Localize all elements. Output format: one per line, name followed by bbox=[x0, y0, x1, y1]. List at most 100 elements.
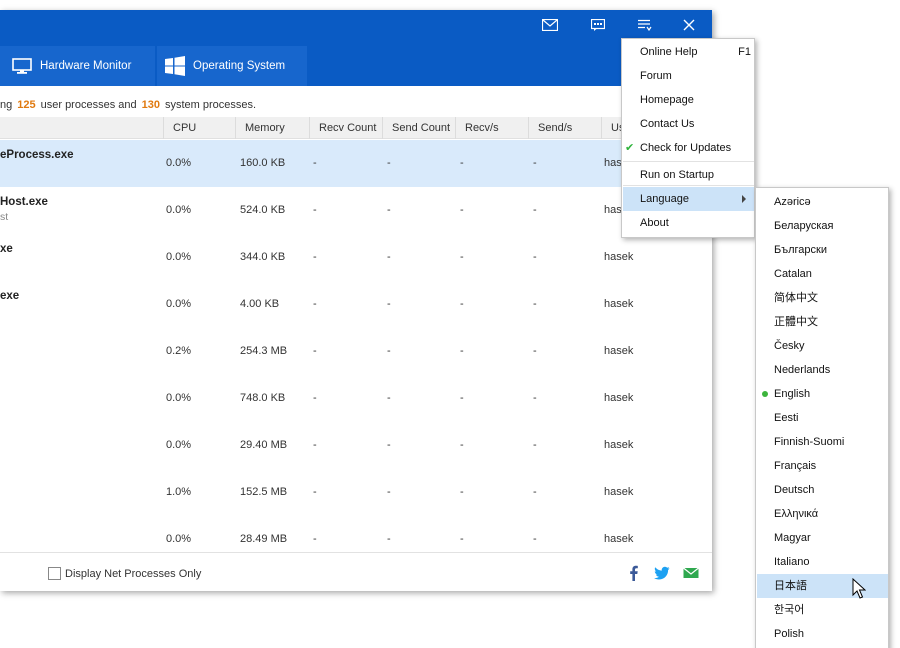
language-item[interactable]: Catalan bbox=[757, 262, 888, 286]
feedback-button[interactable] bbox=[584, 14, 612, 36]
checkbox-box[interactable] bbox=[48, 567, 61, 580]
recv-count-cell: - bbox=[313, 204, 317, 216]
summary-prefix: ng bbox=[0, 99, 13, 111]
close-button[interactable] bbox=[675, 14, 703, 36]
language-item[interactable]: Български bbox=[757, 238, 888, 262]
language-item[interactable]: 한국어 bbox=[757, 598, 888, 622]
check-icon: ✔ bbox=[625, 142, 635, 154]
cpu-cell: 0.2% bbox=[166, 345, 192, 357]
menu-item-language[interactable]: Language bbox=[623, 187, 754, 211]
user-cell: hasek bbox=[604, 345, 634, 357]
language-item[interactable]: Magyar bbox=[757, 526, 888, 550]
send-rate-cell: - bbox=[533, 251, 537, 263]
recv-count-cell: - bbox=[313, 439, 317, 451]
tab-hardware-monitor[interactable]: Hardware Monitor bbox=[0, 46, 155, 86]
menu-item-check-for-updates[interactable]: ✔ Check for Updates bbox=[623, 136, 754, 160]
traffic-monitor-window: Hardware Monitor Operating System ng 125 u… bbox=[0, 10, 712, 591]
column-send-count[interactable]: Send Count bbox=[382, 117, 455, 139]
language-label: Ελληνικά bbox=[774, 508, 819, 520]
language-item[interactable]: Azəricə bbox=[757, 190, 888, 214]
mail-share-button[interactable] bbox=[683, 565, 699, 581]
language-item[interactable]: Nederlands bbox=[757, 358, 888, 382]
language-item[interactable]: 日本語 bbox=[757, 574, 888, 598]
cpu-cell: 0.0% bbox=[166, 392, 192, 404]
column-recv-count[interactable]: Recv Count bbox=[309, 117, 382, 139]
user-cell: hasek bbox=[604, 486, 634, 498]
monitor-icon bbox=[12, 57, 32, 75]
language-item[interactable]: 简体中文 bbox=[757, 286, 888, 310]
memory-cell: 748.0 KB bbox=[240, 392, 286, 404]
send-rate-cell: - bbox=[533, 345, 537, 357]
send-count-cell: - bbox=[387, 298, 391, 310]
language-item[interactable]: Česky bbox=[757, 334, 888, 358]
send-count-cell: - bbox=[387, 533, 391, 545]
language-label: Magyar bbox=[774, 532, 811, 544]
menu-item-contact-us[interactable]: Contact Us bbox=[623, 112, 754, 136]
menu-item-about[interactable]: About bbox=[623, 211, 754, 235]
language-item[interactable]: English bbox=[757, 382, 888, 406]
language-item[interactable]: Ελληνικά bbox=[757, 502, 888, 526]
recv-count-cell: - bbox=[313, 392, 317, 404]
recv-rate-cell: - bbox=[460, 486, 464, 498]
table-row[interactable]: exe 0.0% 4.00 KB - - - - hasek bbox=[0, 281, 712, 328]
language-item[interactable]: Finnish-Suomi bbox=[757, 430, 888, 454]
user-process-count: 125 bbox=[17, 99, 36, 111]
mail-button[interactable] bbox=[536, 14, 564, 36]
process-name: xe bbox=[0, 243, 13, 255]
column-cpu[interactable]: CPU bbox=[163, 117, 235, 139]
title-bar: Hardware Monitor Operating System bbox=[0, 10, 712, 86]
cpu-cell: 1.0% bbox=[166, 486, 192, 498]
send-count-cell: - bbox=[387, 157, 391, 169]
column-recv-rate[interactable]: Recv/s bbox=[455, 117, 528, 139]
recv-rate-cell: - bbox=[460, 204, 464, 216]
recv-rate-cell: - bbox=[460, 157, 464, 169]
memory-cell: 29.40 MB bbox=[240, 439, 288, 451]
facebook-button[interactable] bbox=[626, 565, 642, 581]
twitter-button[interactable] bbox=[654, 565, 670, 581]
menu-item-forum[interactable]: Forum bbox=[623, 64, 754, 88]
language-item[interactable]: Polish bbox=[757, 622, 888, 646]
menu-item-online-help[interactable]: Online Help F1 bbox=[623, 40, 754, 64]
send-rate-cell: - bbox=[533, 298, 537, 310]
column-send-rate[interactable]: Send/s bbox=[528, 117, 601, 139]
recv-rate-cell: - bbox=[460, 392, 464, 404]
table-row[interactable]: xe 0.0% 344.0 KB - - - - hasek bbox=[0, 234, 712, 281]
language-label: 正體中文 bbox=[774, 316, 818, 328]
menu-item-label: About bbox=[640, 217, 669, 229]
language-item[interactable]: Eesti bbox=[757, 406, 888, 430]
table-row[interactable]: 1.0% 152.5 MB - - - - hasek bbox=[0, 469, 712, 516]
menu-item-label: Language bbox=[640, 193, 689, 205]
language-item[interactable]: Français bbox=[757, 454, 888, 478]
feedback-icon bbox=[591, 19, 605, 31]
menu-item-run-on-startup[interactable]: Run on Startup bbox=[623, 163, 754, 187]
memory-cell: 254.3 MB bbox=[240, 345, 288, 357]
send-rate-cell: - bbox=[533, 439, 537, 451]
table-row[interactable]: 0.0% 28.49 MB - - - - hasek bbox=[0, 516, 712, 552]
tab-operating-system[interactable]: Operating System bbox=[157, 46, 307, 86]
table-row[interactable]: Host.exe st 0.0% 524.0 KB - - - - hasek bbox=[0, 187, 712, 234]
menu-item-homepage[interactable]: Homepage bbox=[623, 88, 754, 112]
menu-item-label: Forum bbox=[640, 70, 672, 82]
table-row[interactable]: 0.2% 254.3 MB - - - - hasek bbox=[0, 328, 712, 375]
cpu-cell: 0.0% bbox=[166, 533, 192, 545]
send-rate-cell: - bbox=[533, 392, 537, 404]
send-count-cell: - bbox=[387, 251, 391, 263]
language-item[interactable]: Deutsch bbox=[757, 478, 888, 502]
net-processes-checkbox[interactable]: Display Net Processes Only bbox=[48, 567, 201, 580]
user-cell: hasek bbox=[604, 533, 634, 545]
user-cell: hasek bbox=[604, 439, 634, 451]
column-memory[interactable]: Memory bbox=[235, 117, 309, 139]
table-row[interactable]: 0.0% 748.0 KB - - - - hasek bbox=[0, 375, 712, 422]
language-label: Беларуская bbox=[774, 220, 834, 232]
language-item[interactable]: Italiano bbox=[757, 550, 888, 574]
table-row[interactable]: eProcess.exe 0.0% 160.0 KB - - - - hasek bbox=[0, 140, 712, 187]
language-menu: Azəricə Беларуская Български Catalan 简体中文正體中… bbox=[755, 187, 889, 648]
menu-separator bbox=[623, 161, 754, 162]
language-item[interactable]: Беларуская bbox=[757, 214, 888, 238]
language-item[interactable]: 正體中文 bbox=[757, 310, 888, 334]
cpu-cell: 0.0% bbox=[166, 251, 192, 263]
menu-button[interactable] bbox=[631, 14, 659, 36]
table-row[interactable]: 0.0% 29.40 MB - - - - hasek bbox=[0, 422, 712, 469]
mouse-cursor-icon bbox=[852, 577, 867, 603]
recv-count-cell: - bbox=[313, 251, 317, 263]
